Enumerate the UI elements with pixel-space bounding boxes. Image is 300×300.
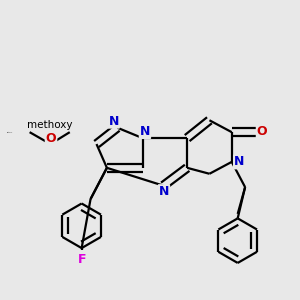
Text: N: N <box>159 185 169 198</box>
Text: N: N <box>140 125 150 138</box>
Text: N: N <box>234 155 244 168</box>
Text: O: O <box>46 132 56 145</box>
Text: F: F <box>77 254 86 266</box>
Text: N: N <box>109 115 119 128</box>
Text: methoxy: methoxy <box>27 120 72 130</box>
Text: O: O <box>257 125 267 138</box>
Text: methoxy: methoxy <box>7 131 14 133</box>
